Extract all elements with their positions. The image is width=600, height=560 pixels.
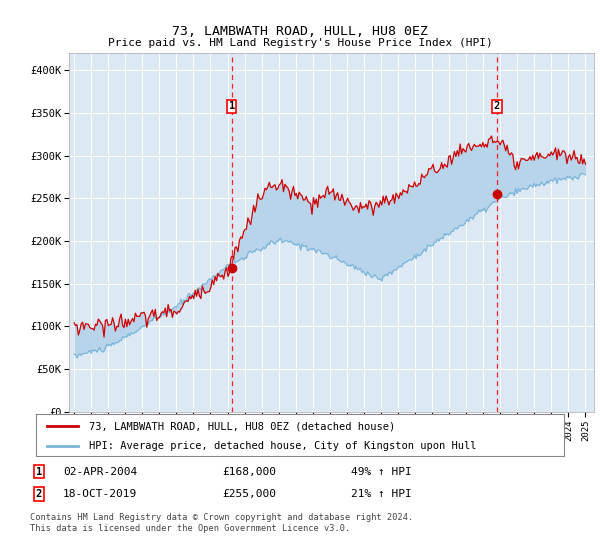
Text: HPI: Average price, detached house, City of Kingston upon Hull: HPI: Average price, detached house, City…	[89, 441, 476, 451]
Text: Price paid vs. HM Land Registry's House Price Index (HPI): Price paid vs. HM Land Registry's House …	[107, 38, 493, 48]
Text: £168,000: £168,000	[222, 466, 276, 477]
Text: 73, LAMBWATH ROAD, HULL, HU8 0EZ: 73, LAMBWATH ROAD, HULL, HU8 0EZ	[172, 25, 428, 38]
Text: 2: 2	[494, 101, 500, 111]
Text: 1: 1	[36, 466, 42, 477]
Text: 73, LAMBWATH ROAD, HULL, HU8 0EZ (detached house): 73, LAMBWATH ROAD, HULL, HU8 0EZ (detach…	[89, 421, 395, 431]
Text: 2: 2	[36, 489, 42, 499]
Text: 1: 1	[229, 101, 235, 111]
Text: 18-OCT-2019: 18-OCT-2019	[63, 489, 137, 499]
Text: 49% ↑ HPI: 49% ↑ HPI	[351, 466, 412, 477]
Text: £255,000: £255,000	[222, 489, 276, 499]
Text: 21% ↑ HPI: 21% ↑ HPI	[351, 489, 412, 499]
Text: This data is licensed under the Open Government Licence v3.0.: This data is licensed under the Open Gov…	[30, 524, 350, 533]
Text: 02-APR-2004: 02-APR-2004	[63, 466, 137, 477]
Text: Contains HM Land Registry data © Crown copyright and database right 2024.: Contains HM Land Registry data © Crown c…	[30, 513, 413, 522]
